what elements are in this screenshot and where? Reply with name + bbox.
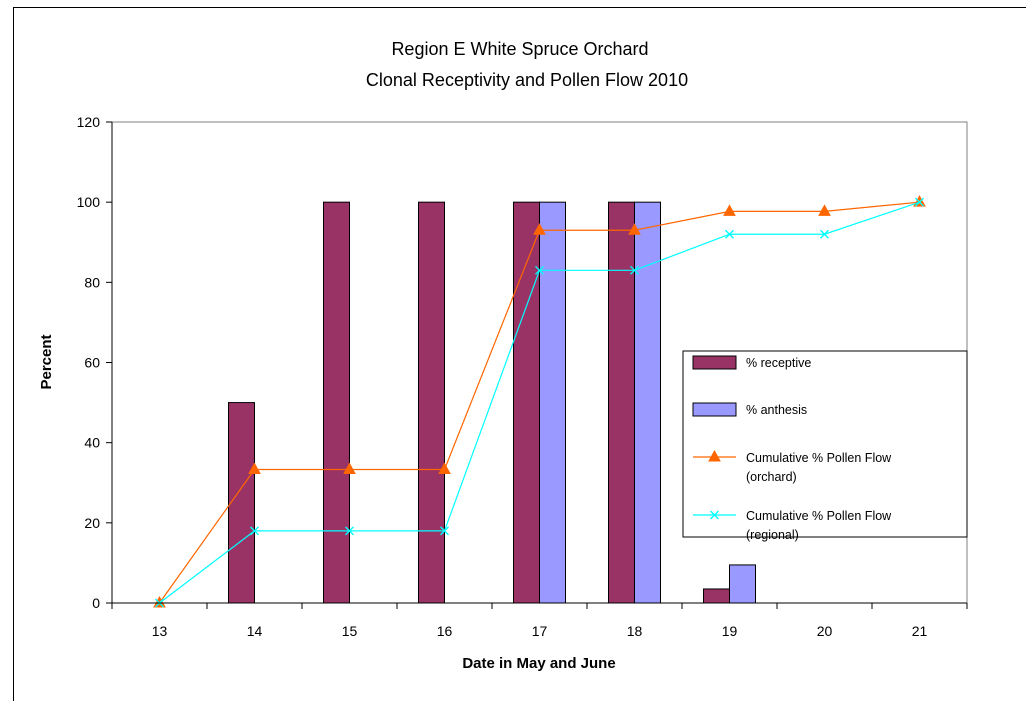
- y-tick-label: 20: [84, 515, 100, 531]
- chart-subtitle: Clonal Receptivity and Pollen Flow 2010: [366, 70, 688, 90]
- bar: [539, 201, 566, 604]
- x-tick-label: 20: [817, 623, 833, 639]
- y-tick-label: 120: [77, 114, 101, 130]
- y-tick-label: 60: [84, 355, 100, 371]
- y-tick-label: 100: [77, 194, 101, 210]
- x-tick-label: 15: [342, 623, 358, 639]
- legend-label: % receptive: [746, 356, 811, 370]
- y-tick-label: 0: [92, 595, 100, 611]
- bar: [228, 402, 255, 604]
- x-axis-label: Date in May and June: [462, 655, 615, 672]
- lines-layer: [153, 195, 926, 608]
- point-marker: [153, 595, 166, 608]
- chart-frame: [13, 7, 1026, 701]
- bar: [323, 201, 350, 604]
- legend-swatch: [692, 402, 737, 417]
- legend-label: % anthesis: [746, 403, 807, 417]
- point-marker: [248, 462, 261, 475]
- bar: [608, 201, 635, 604]
- legend-box: [682, 350, 968, 538]
- point-marker: [533, 223, 546, 235]
- bar: [729, 564, 756, 604]
- x-tick-label: 16: [437, 623, 453, 639]
- point-marker: [818, 204, 831, 216]
- bar: [634, 201, 661, 604]
- legend-label: (orchard): [746, 470, 797, 484]
- y-tick-label: 80: [84, 274, 100, 290]
- bar: [703, 588, 730, 604]
- legend-label: Cumulative % Pollen Flow: [746, 509, 892, 523]
- x-tick-label: 21: [912, 623, 928, 639]
- x-tick-label: 13: [152, 623, 168, 639]
- bar: [418, 201, 445, 604]
- point-marker: [250, 526, 259, 536]
- point-marker: [708, 449, 721, 462]
- point-marker: [438, 462, 451, 475]
- legend: % receptive % anthesis Cumulative % Pollen…: [682, 350, 968, 542]
- legend-swatch: [692, 355, 737, 370]
- bars-layer: [228, 201, 756, 604]
- point-marker: [628, 223, 641, 235]
- point-marker: [915, 197, 924, 207]
- y-axis-label: Percent: [38, 334, 55, 389]
- x-tick-label: 14: [247, 623, 263, 639]
- point-marker: [710, 510, 719, 520]
- point-marker: [723, 204, 736, 216]
- y-tick-label: 40: [84, 435, 100, 451]
- axes-layer: 0 20 40 60 80 100 120 13 14 15 16 17 18 19 20 21: [77, 114, 968, 639]
- x-tick-label: 19: [722, 623, 738, 639]
- x-tick-label: 17: [532, 623, 548, 639]
- point-marker: [630, 265, 639, 275]
- legend-label: Cumulative % Pollen Flow: [746, 451, 892, 465]
- legend-label: (regional): [746, 528, 799, 542]
- point-marker: [725, 229, 734, 239]
- point-marker: [440, 526, 449, 536]
- chart-title: Region E White Spruce Orchard: [391, 39, 648, 59]
- point-marker: [345, 526, 354, 536]
- point-marker: [343, 462, 356, 475]
- point-marker: [820, 229, 829, 239]
- point-marker: [535, 265, 544, 275]
- x-tick-label: 18: [627, 623, 643, 639]
